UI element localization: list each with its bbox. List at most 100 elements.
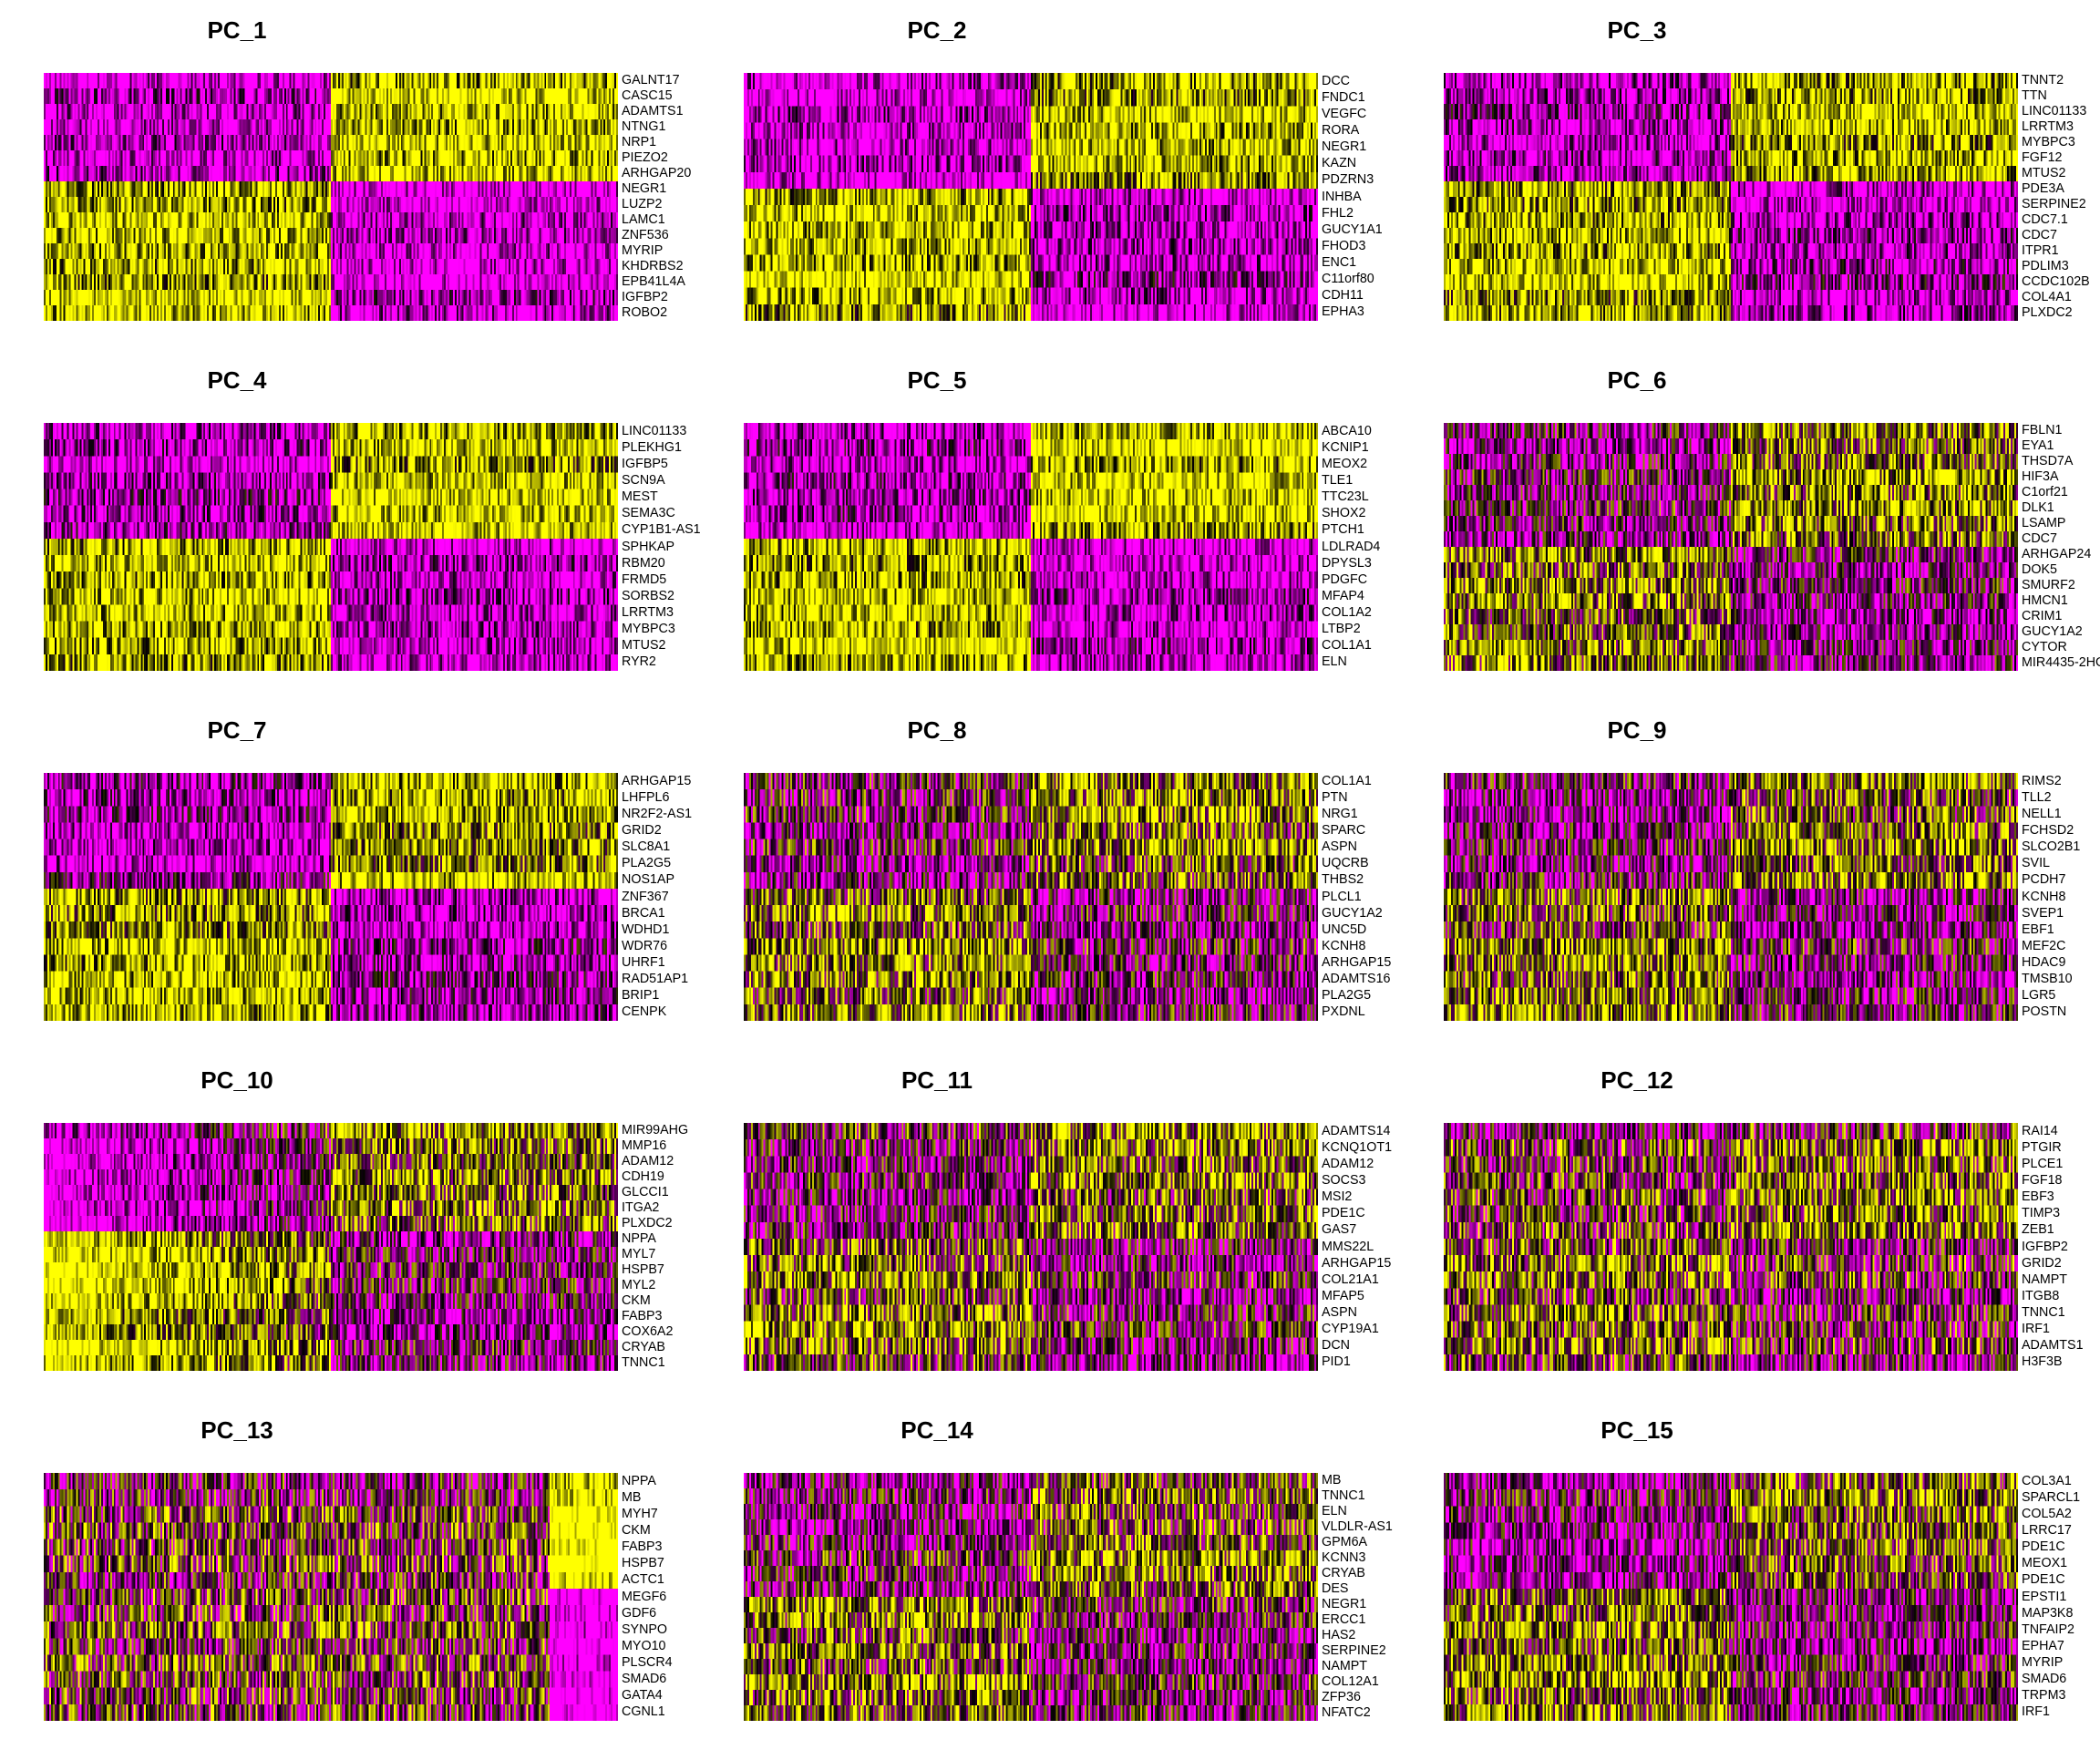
gene-label: ADAM12: [622, 1154, 674, 1168]
gene-label: LRRTM3: [622, 605, 674, 621]
panel-title: PC_6: [1607, 366, 1667, 394]
gene-label: H3F3B: [2022, 1354, 2063, 1370]
gene-label: COL21A1: [1322, 1271, 1379, 1287]
gene-label: NEGR1: [1322, 139, 1367, 155]
gene-label: ARHGAP15: [622, 773, 692, 788]
gene-label: ARHGAP20: [622, 166, 692, 180]
gene-label: ITGB8: [2022, 1288, 2060, 1303]
gene-label: RBM20: [622, 555, 665, 571]
gene-label: IGFBP2: [2022, 1239, 2068, 1254]
gene-label: PDGFC: [1322, 571, 1368, 587]
gene-label: GUCY1A1: [1322, 221, 1383, 237]
gene-label: ACTC1: [622, 1572, 664, 1588]
gene-label: FBLN1: [2022, 423, 2063, 438]
gene-label: FGF12: [2022, 150, 2063, 165]
panel-title: PC_7: [207, 716, 267, 744]
gene-label: ARHGAP15: [1322, 955, 1392, 971]
gene-label: MEGF6: [622, 1589, 667, 1604]
panel-title: PC_15: [1601, 1416, 1673, 1444]
gene-label: EPB41L4A: [622, 274, 685, 289]
gene-label: MYBPC3: [2022, 135, 2075, 149]
gene-label: LSAMP: [2022, 516, 2066, 530]
gene-label: CRYAB: [622, 1340, 665, 1354]
gene-label-list: COL3A1 SPARCL1 COL5A2 LRRC17 PDE1C MEOX1 PDE1C…: [2022, 1473, 2098, 1721]
gene-label-list: TNNT2 TTN LINC01133 LRRTM3 MYBPC3 FGF12 MTUS2 P…: [2022, 73, 2098, 321]
gene-label: THBS2: [1322, 872, 1364, 888]
gene-label: RORA: [1322, 122, 1360, 138]
gene-label: NPPA: [622, 1473, 656, 1488]
gene-label: MFAP5: [1322, 1288, 1364, 1303]
heatmap-panel-pc-15: PC_15 COL3A1 SPARCL1 COL5A2 LRRC17 PDE1C MEOX1…: [1400, 1400, 2100, 1750]
gene-label: GRID2: [2022, 1255, 2062, 1271]
gene-label: NRP1: [622, 135, 657, 149]
gene-label: SPARCL1: [2022, 1489, 2081, 1505]
gene-label: MYL2: [622, 1278, 656, 1292]
gene-label: NAMPT: [1322, 1659, 1368, 1673]
heatmap-panel-pc-5: PC_5 ABCA10 KCNIP1 MEOX2 TLE1 TTC23L SHOX2 PTCH…: [700, 350, 1400, 700]
gene-label: GDF6: [622, 1605, 657, 1621]
gene-label: MYO10: [622, 1638, 666, 1653]
heatmap-cells: [1444, 73, 2018, 321]
heatmap-panel-pc-9: PC_9 RIMS2 TLL2 NELL1 FCHSD2 SLCO2B1 SVIL PCDH7…: [1400, 700, 2100, 1050]
gene-label: COL1A1: [1322, 638, 1372, 654]
gene-label: NOS1AP: [622, 872, 675, 888]
gene-label: INHBA: [1322, 189, 1362, 204]
panel-title: PC_14: [901, 1416, 973, 1444]
gene-label: HSPB7: [622, 1556, 664, 1571]
gene-label: MYH7: [622, 1506, 658, 1521]
gene-label: ELN: [1322, 1504, 1347, 1518]
heatmap-panel-pc-4: PC_4 LINC01133 PLEKHG1 IGFBP5 SCN9A MEST SEMA3…: [0, 350, 701, 700]
gene-label: SEMA3C: [622, 506, 675, 521]
gene-label: ABCA10: [1322, 423, 1372, 438]
gene-label: VEGFC: [1322, 106, 1367, 121]
gene-label: SCN9A: [622, 472, 665, 488]
gene-label: COL3A1: [2022, 1473, 2072, 1488]
gene-label: MMP16: [622, 1138, 667, 1153]
gene-label: ADAMTS1: [2022, 1338, 2084, 1354]
gene-label: ASPN: [1322, 839, 1357, 855]
gene-label: PDLIM3: [2022, 259, 2069, 273]
gene-label: PDE1C: [2022, 1572, 2065, 1588]
gene-label: MEOX2: [1322, 456, 1368, 471]
panel-title: PC_13: [201, 1416, 273, 1444]
gene-label: LHFPL6: [622, 789, 670, 805]
gene-label: UHRF1: [622, 955, 665, 971]
gene-label: ADAMTS14: [1322, 1123, 1391, 1138]
gene-label: CKM: [622, 1522, 651, 1538]
gene-label: KHDRBS2: [622, 259, 684, 273]
gene-label: CDC7: [2022, 531, 2057, 546]
heatmap-cells: [1444, 1123, 2018, 1371]
gene-label: PXDNL: [1322, 1004, 1365, 1020]
gene-label: NAMPT: [2022, 1271, 2068, 1287]
gene-label: EBF1: [2022, 921, 2054, 937]
gene-label: TNNC1: [622, 1355, 665, 1370]
gene-label: IRF1: [2022, 1704, 2050, 1720]
panel-title: PC_10: [201, 1066, 273, 1094]
gene-label: KCNH8: [2022, 889, 2066, 904]
gene-label: PLXDC2: [622, 1216, 673, 1230]
heatmap-panel-pc-11: PC_11 ADAMTS14 KCNQ1OT1 ADAM12 SOCS3 MSI2 PDE1…: [700, 1050, 1400, 1400]
gene-label: NELL1: [2022, 806, 2062, 821]
gene-label: UNC5D: [1322, 921, 1367, 937]
gene-label-list: RAI14 PTGIR PLCE1 FGF18 EBF3 TIMP3 ZEB1 IGFBP2 G…: [2022, 1123, 2098, 1371]
gene-label: KCNH8: [1322, 938, 1366, 953]
gene-label: MTUS2: [622, 638, 666, 654]
gene-label: PCDH7: [2022, 872, 2066, 888]
heatmap-cells: [44, 773, 618, 1021]
gene-label: ADAMTS16: [1322, 972, 1391, 987]
gene-label: MIR4435-2HG: [2022, 655, 2100, 670]
gene-label: ADAM12: [1322, 1156, 1374, 1171]
gene-label: FHOD3: [1322, 238, 1366, 253]
gene-label: IGFBP2: [622, 290, 668, 304]
gene-label: NRG1: [1322, 806, 1358, 821]
gene-label: COL12A1: [1322, 1674, 1379, 1689]
gene-label: RAD51AP1: [622, 972, 689, 987]
heatmap-panel-pc-7: PC_7 ARHGAP15 LHFPL6 NR2F2-AS1 GRID2 SLC8A1 PL…: [0, 700, 700, 1050]
gene-label: DPYSL3: [1322, 555, 1372, 571]
gene-label: COL1A2: [1322, 605, 1372, 621]
gene-label: EPSTI1: [2022, 1589, 2067, 1604]
gene-label: CKM: [622, 1293, 651, 1308]
gene-label: COL1A1: [1322, 773, 1372, 788]
gene-label: TMSB10: [2022, 972, 2073, 987]
gene-label: CCDC102B: [2022, 274, 2090, 289]
